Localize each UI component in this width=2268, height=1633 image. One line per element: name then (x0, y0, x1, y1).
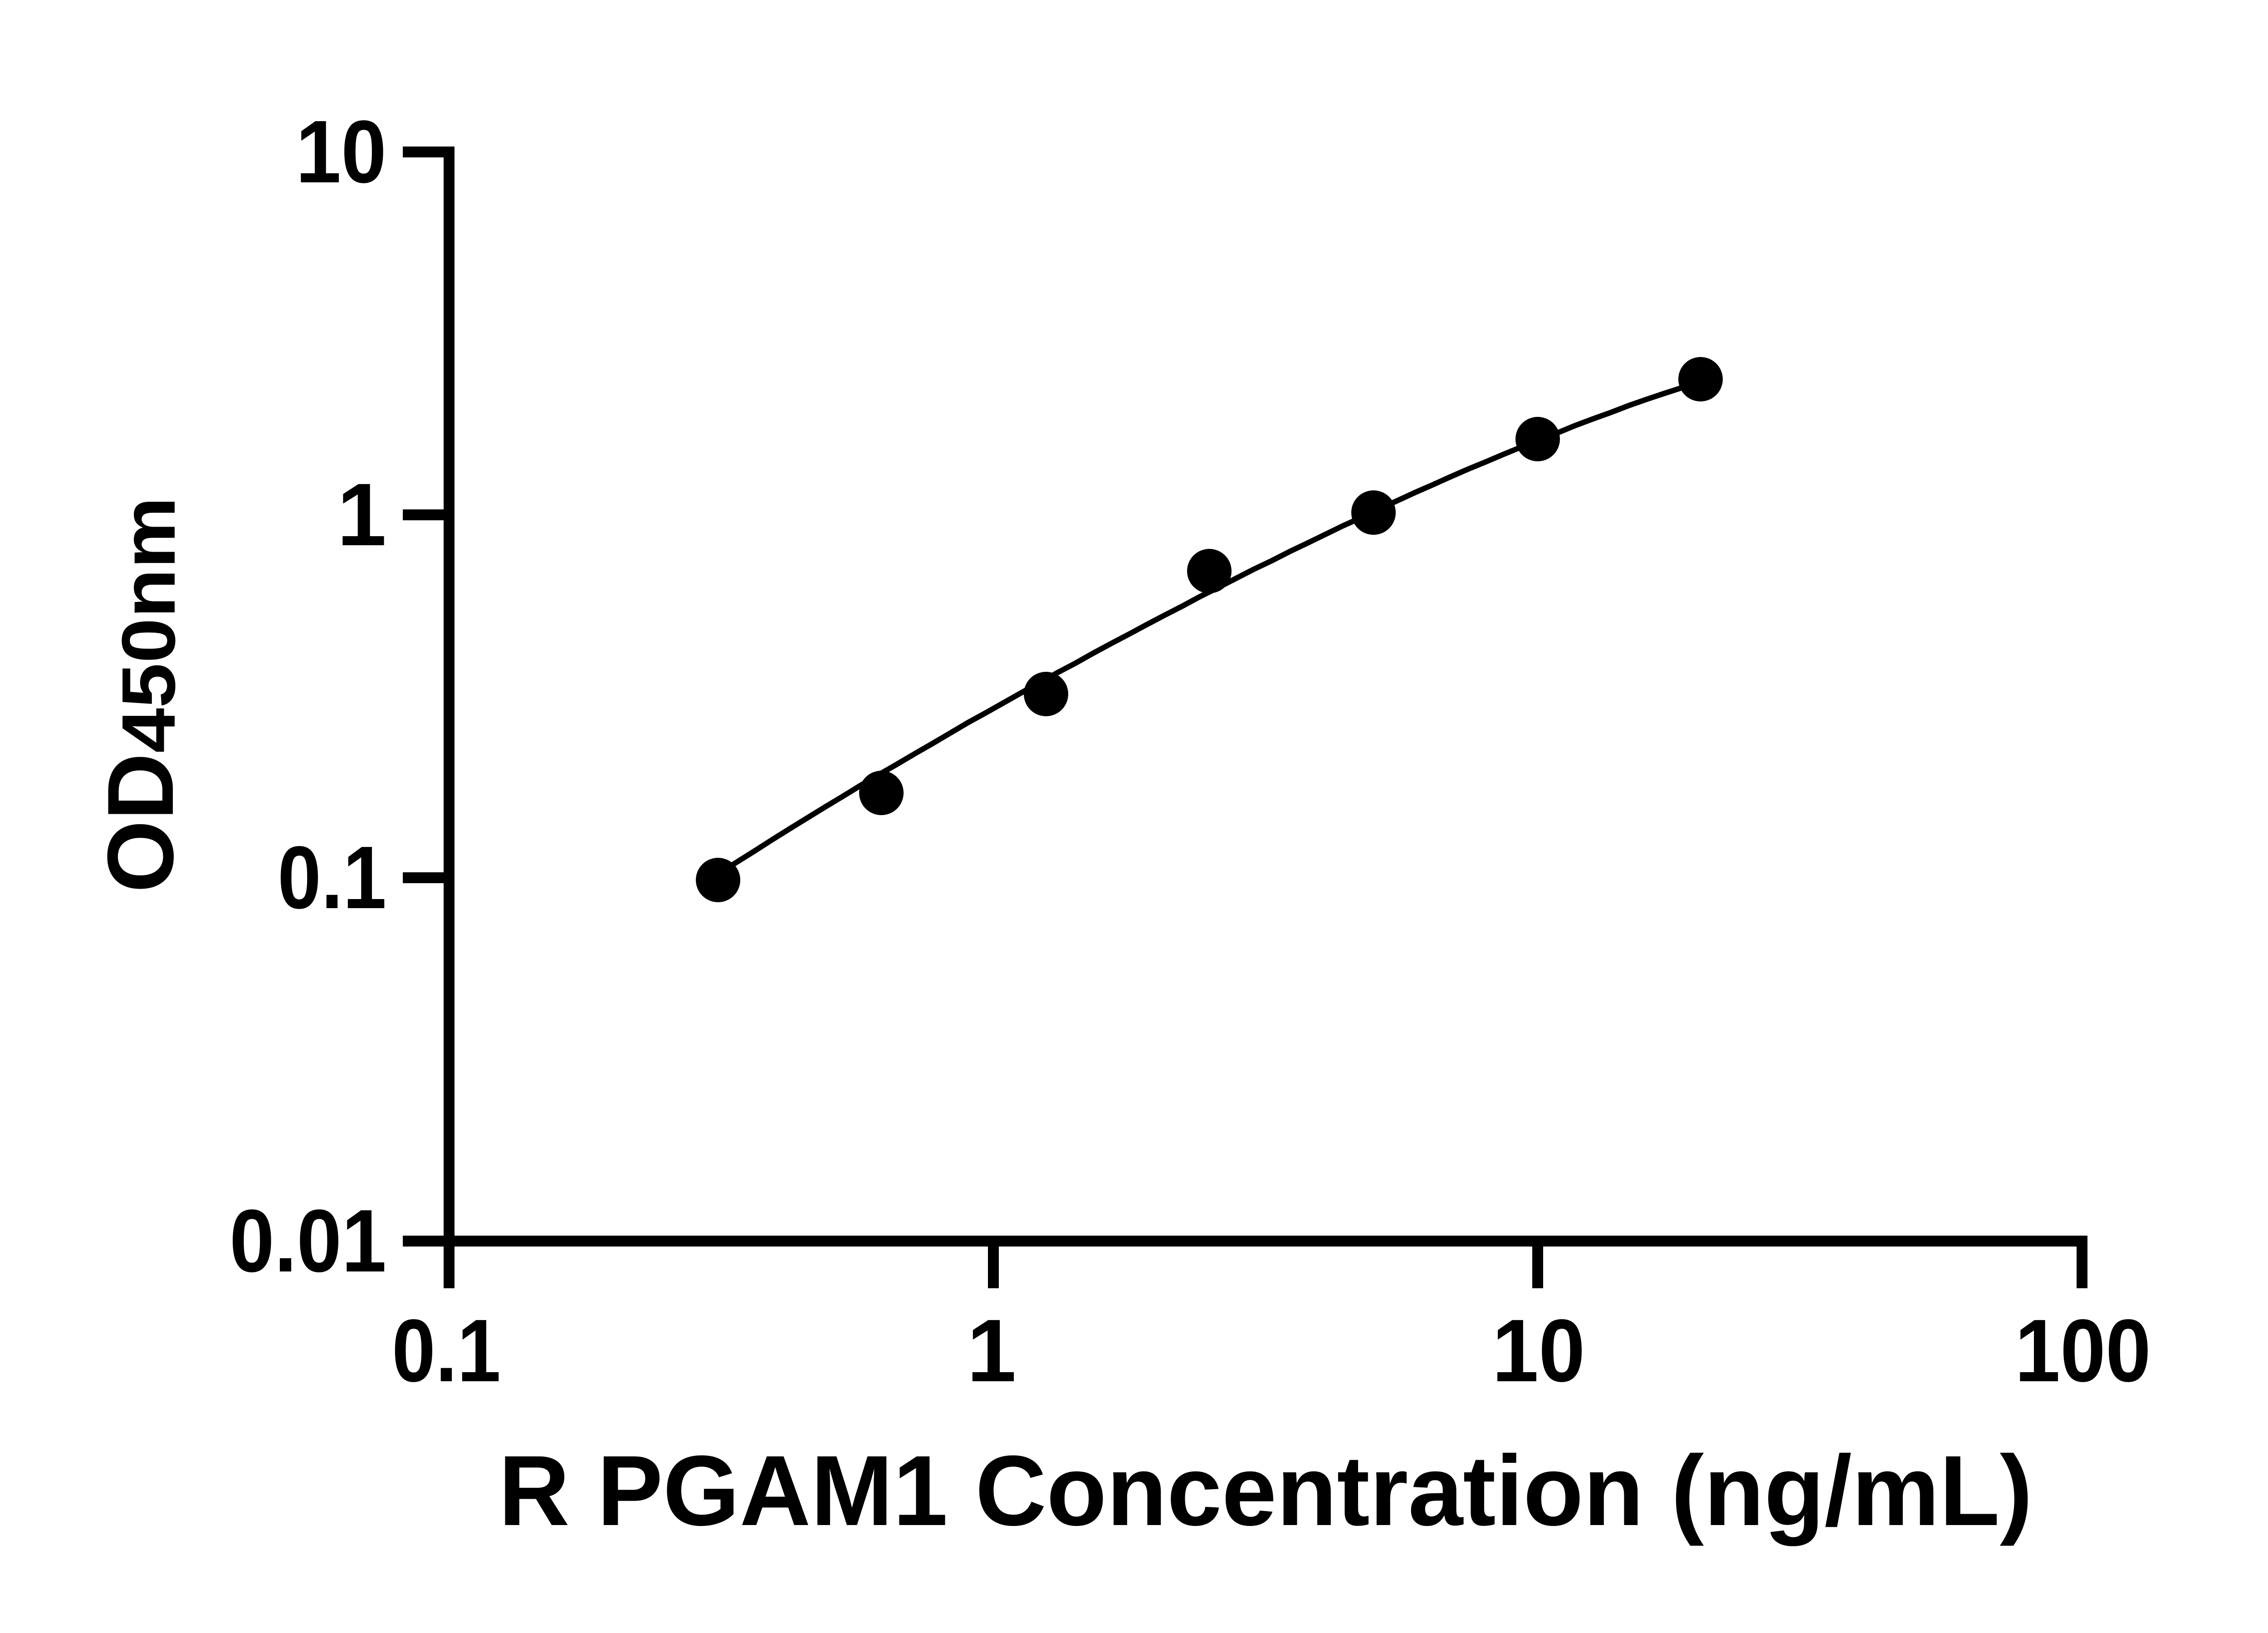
svg-text:0.01: 0.01 (230, 1191, 386, 1291)
svg-text:0.1: 0.1 (278, 828, 386, 927)
svg-text:10: 10 (1492, 1301, 1585, 1400)
svg-text:10: 10 (296, 102, 386, 201)
svg-text:R PGAM1 Concentration (ng/mL): R PGAM1 Concentration (ng/mL) (499, 1435, 2033, 1546)
svg-text:1: 1 (337, 465, 386, 564)
svg-text:100: 100 (2015, 1301, 2151, 1400)
svg-text:OD450nm: OD450nm (88, 497, 193, 893)
svg-text:1: 1 (967, 1301, 1016, 1400)
svg-text:0.1: 0.1 (392, 1301, 501, 1400)
